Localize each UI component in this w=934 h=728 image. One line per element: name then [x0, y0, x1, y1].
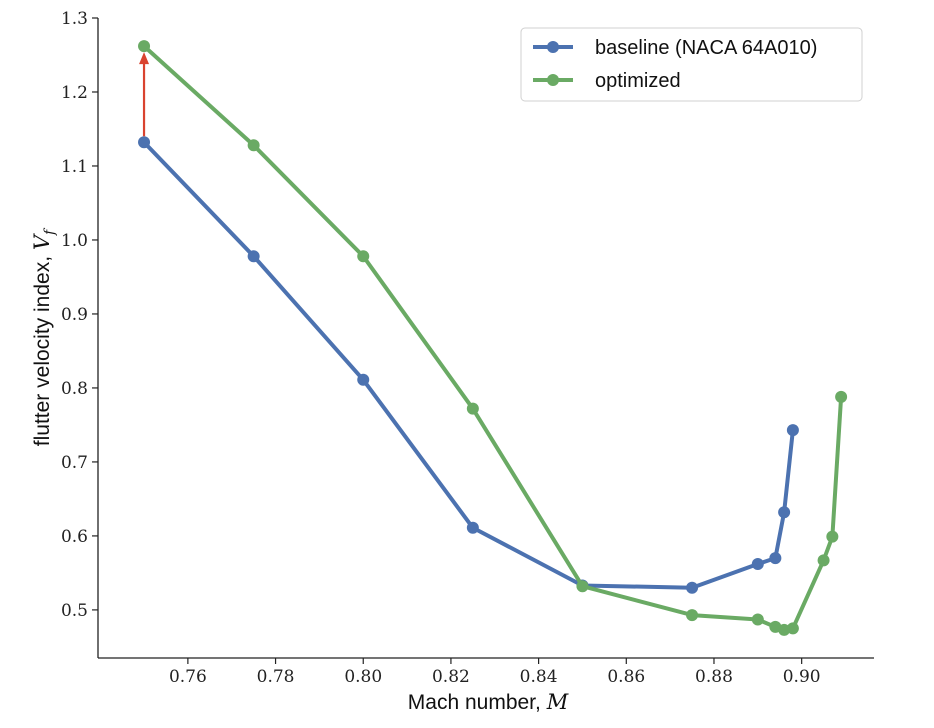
y-tick-label: 0.8: [61, 379, 88, 399]
y-tick-label: 0.9: [61, 305, 88, 325]
x-ticks: 0.76 0.78 0.80 0.82 0.84 0.86 0.88 0.90: [169, 658, 821, 687]
legend-marker-baseline: [547, 41, 559, 53]
legend-label-baseline: baseline (NACA 64A010): [595, 37, 817, 59]
data-point-optimized: [576, 580, 589, 593]
data-point-optimized: [835, 390, 848, 403]
data-point-optimized: [786, 622, 799, 635]
data-point-baseline: [357, 373, 370, 386]
data-point-optimized: [466, 402, 479, 415]
data-point-baseline: [786, 424, 799, 437]
annotation-arrow: [139, 52, 150, 137]
y-tick-label: 0.5: [61, 601, 88, 621]
axes: [97, 18, 874, 659]
x-axis-label-text: Mach number,: [408, 691, 547, 714]
legend: baseline (NACA 64A010) optimized: [520, 27, 863, 102]
x-tick-label: 0.88: [695, 667, 733, 687]
x-axis-label-symbol: M: [546, 690, 569, 714]
y-tick-label: 1.3: [61, 9, 88, 29]
series-line-optimized: [142, 44, 844, 632]
legend-box: [520, 27, 863, 102]
data-point-optimized: [247, 139, 260, 152]
x-tick-label: 0.80: [344, 667, 382, 687]
x-tick-label: 0.90: [783, 667, 821, 687]
y-axis-label: flutter velocity index, Vf: [30, 227, 58, 446]
series-line-baseline: [142, 140, 795, 590]
arrow-head: [139, 52, 150, 65]
data-point-baseline: [769, 552, 782, 565]
y-axis-label-symbol: V: [30, 233, 54, 250]
legend-marker-optimized: [547, 74, 559, 86]
data-point-baseline: [751, 558, 764, 571]
y-axis-label-subscript: f: [42, 227, 58, 236]
data-point-baseline: [466, 521, 479, 534]
data-point-optimized: [138, 40, 151, 53]
data-point-optimized: [357, 250, 370, 263]
y-tick-label: 1.0: [61, 231, 88, 251]
data-point-baseline: [686, 581, 699, 594]
y-tick-label: 1.1: [61, 157, 88, 177]
series-layer: [138, 40, 848, 636]
y-ticks: 0.5 0.6 0.7 0.8 0.9 1.0 1.1 1.2 1.3: [61, 9, 98, 621]
data-point-optimized: [826, 530, 839, 543]
data-point-baseline: [138, 136, 151, 149]
y-tick-label: 0.6: [61, 527, 88, 547]
data-point-optimized: [686, 609, 699, 622]
x-tick-label: 0.82: [432, 667, 470, 687]
legend-label-optimized: optimized: [595, 70, 681, 92]
y-axis-label-text: flutter velocity index,: [31, 250, 54, 446]
x-axis-label: Mach number, M: [408, 690, 569, 714]
data-point-optimized: [817, 554, 830, 567]
y-tick-label: 0.7: [61, 453, 88, 473]
data-point-baseline: [247, 250, 260, 263]
y-tick-label: 1.2: [61, 83, 88, 103]
data-point-baseline: [778, 506, 791, 519]
x-tick-label: 0.86: [607, 667, 645, 687]
x-tick-label: 0.76: [169, 667, 207, 687]
data-point-optimized: [751, 613, 764, 626]
x-tick-label: 0.78: [257, 667, 295, 687]
x-tick-label: 0.84: [520, 667, 558, 687]
